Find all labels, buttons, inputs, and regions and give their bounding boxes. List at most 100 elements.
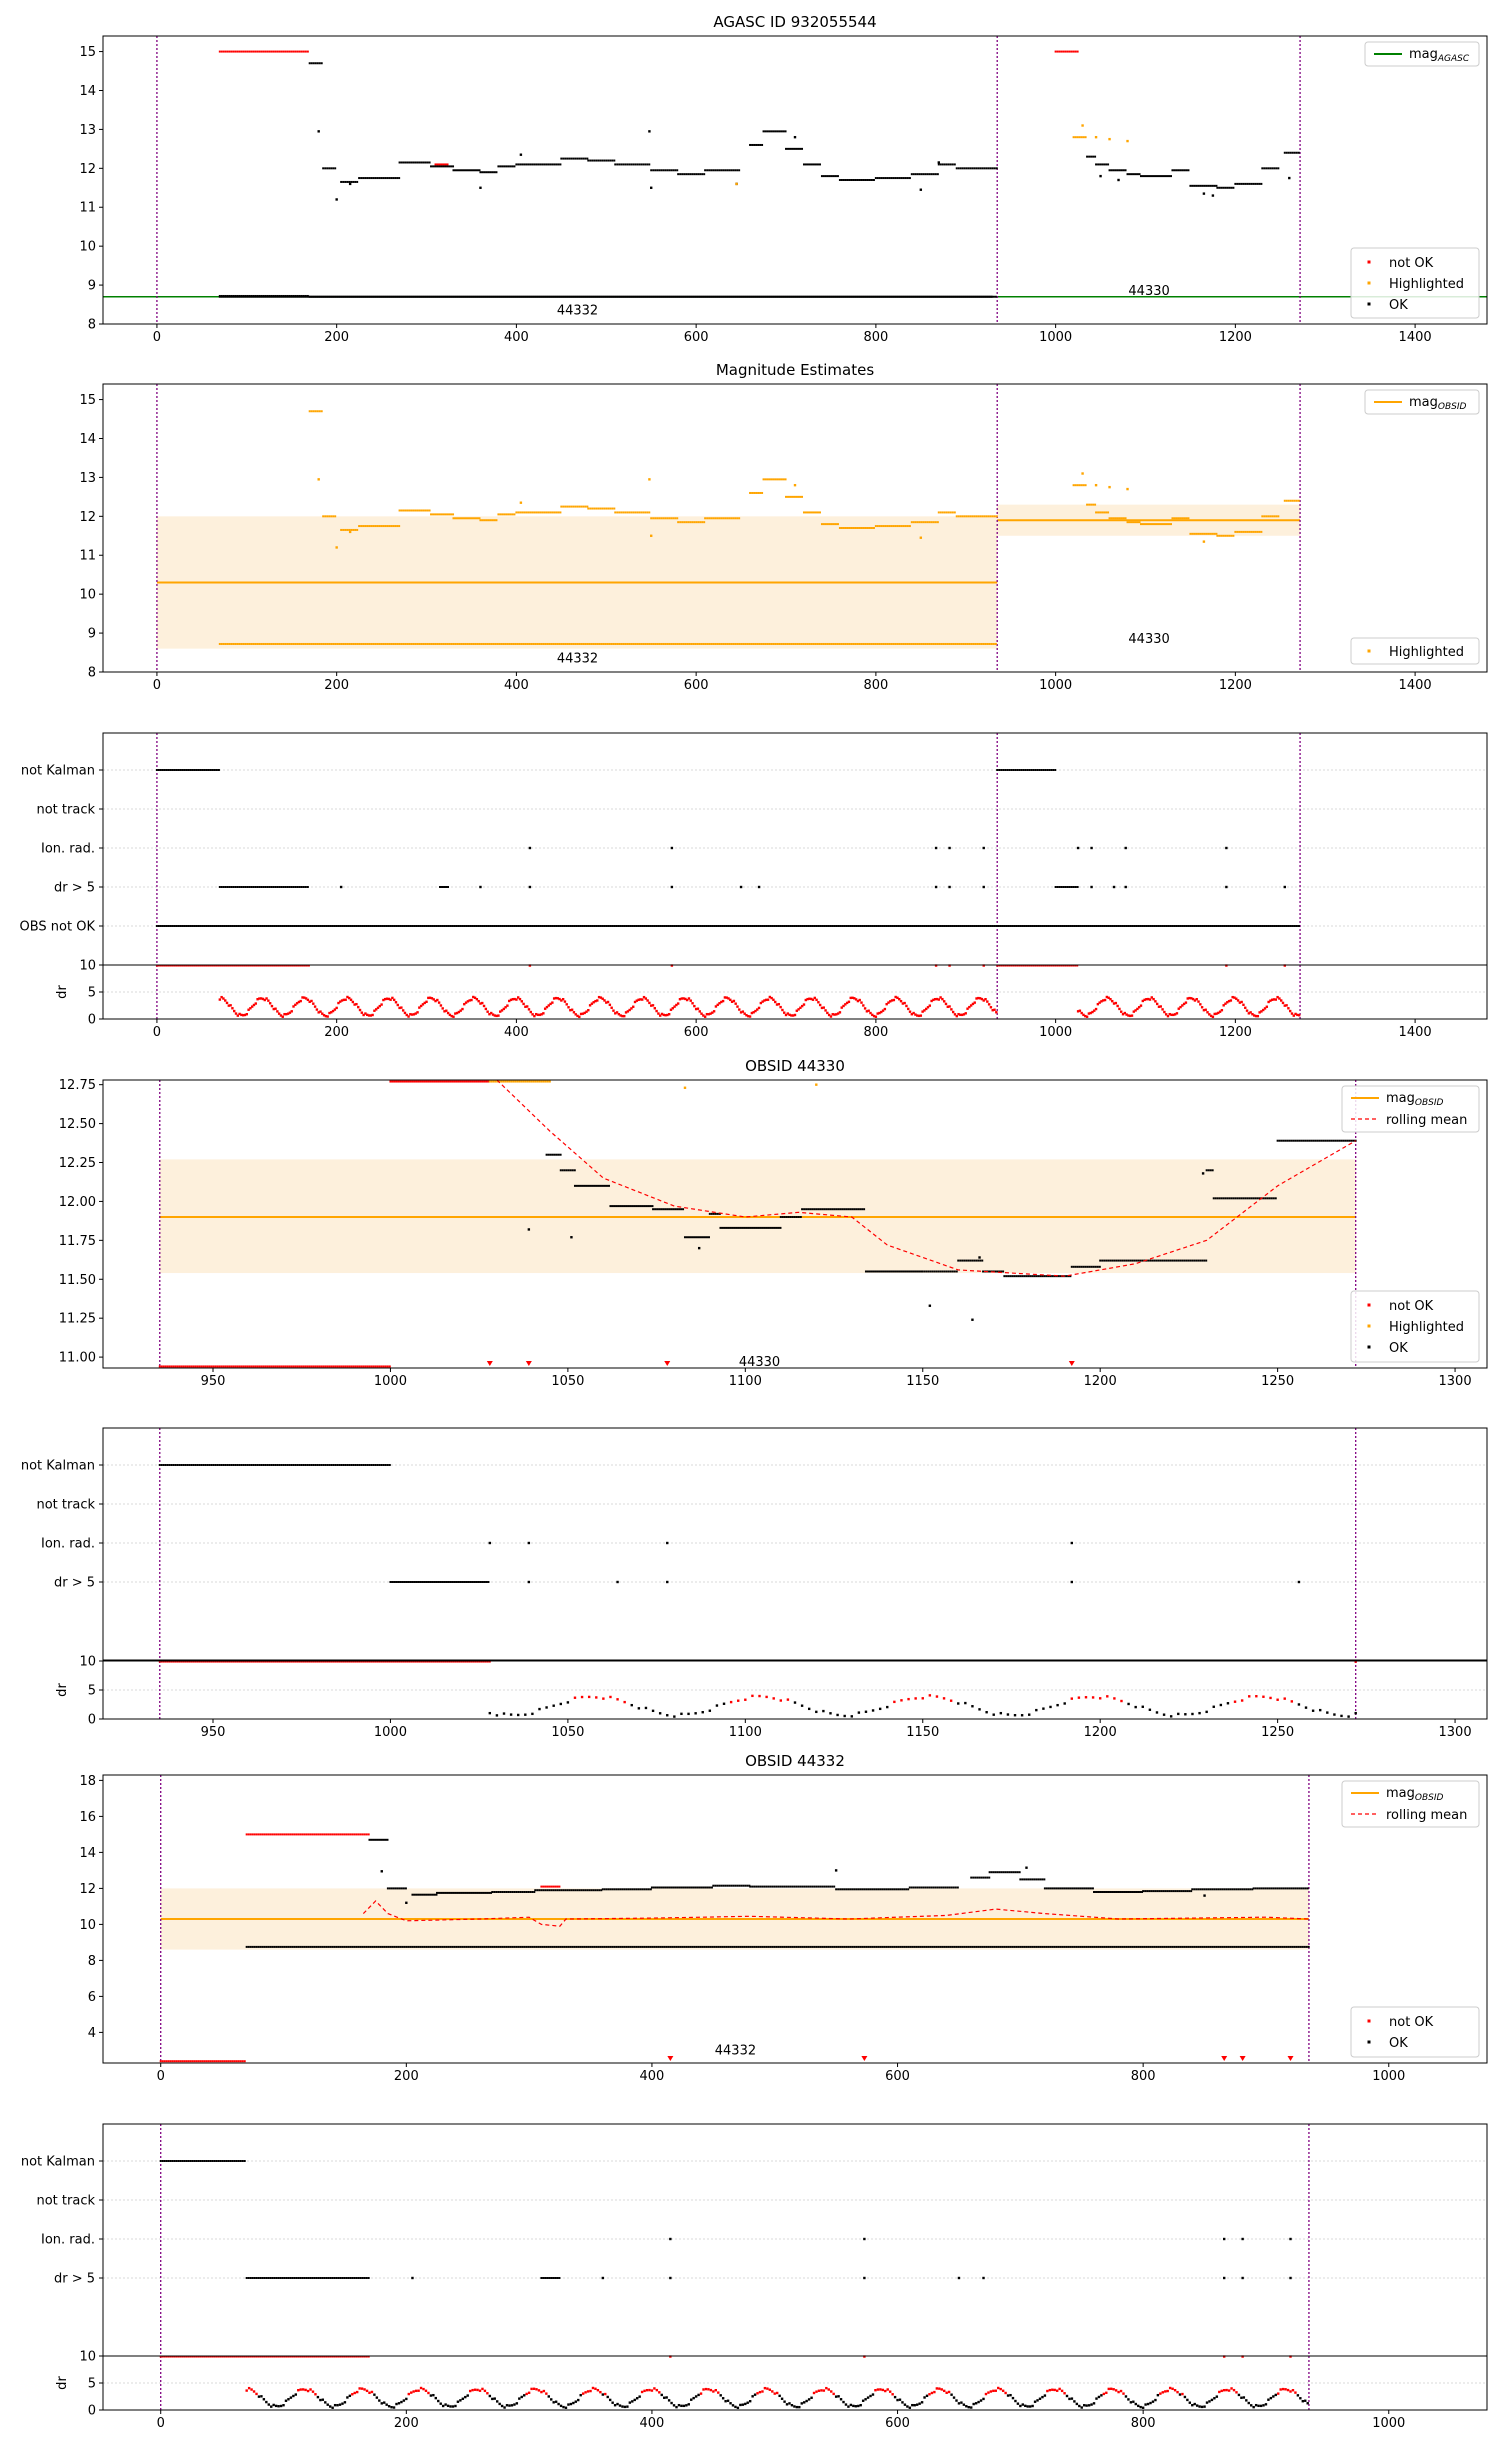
ok-point: [1228, 1197, 1231, 1200]
hl-point: [992, 642, 995, 645]
dr-point: [721, 999, 725, 1003]
ok-point: [1203, 1259, 1206, 1262]
dr-saturated-point: [478, 1660, 481, 1663]
ok-point: [642, 295, 645, 298]
dr-saturated-point: [252, 1660, 255, 1663]
hl-point: [326, 642, 329, 645]
hl-point: [328, 515, 331, 518]
hl-point: [648, 478, 651, 481]
hl-point: [524, 642, 527, 645]
dr-point: [380, 1003, 383, 1006]
ok-point: [712, 169, 715, 172]
flag-point: [1205, 925, 1208, 927]
ok-point: [682, 295, 685, 298]
ok-point: [779, 1215, 782, 1218]
ok-point: [1097, 163, 1100, 166]
ok-point: [1170, 175, 1172, 178]
dr-point: [1311, 1709, 1315, 1712]
y-tick-label: 11: [79, 201, 96, 216]
notok-point: [283, 1833, 286, 1836]
hl-point: [634, 642, 637, 645]
hl-point: [864, 642, 867, 645]
dr-saturated-point: [202, 1660, 205, 1663]
hl-point: [456, 517, 459, 520]
dr-point: [969, 1004, 973, 1007]
hl-point: [748, 642, 751, 645]
flag-point: [1175, 925, 1178, 927]
ok-point: [975, 1259, 978, 1262]
flag-point: [529, 925, 532, 927]
hl-point: [742, 642, 745, 645]
flag-point: [847, 925, 850, 927]
ok-point: [454, 169, 457, 172]
ok-point: [446, 295, 449, 298]
notok-point: [393, 1080, 396, 1083]
ok-point: [1013, 1275, 1016, 1278]
dr-point: [732, 999, 736, 1003]
flag-point: [982, 885, 985, 889]
dr-point: [1193, 999, 1197, 1002]
ok-point: [718, 169, 721, 172]
ok-point: [623, 1205, 626, 1208]
hl-point: [1114, 517, 1117, 520]
hl-point: [334, 515, 337, 518]
hl-point: [1090, 503, 1093, 506]
dr-point: [1198, 1711, 1201, 1715]
ok-point: [651, 1205, 654, 1208]
ok-point: [849, 1208, 852, 1211]
hl-point: [1076, 136, 1079, 139]
dr-point: [632, 1005, 635, 1008]
flag-point: [291, 925, 294, 927]
ok-point: [896, 177, 899, 180]
dr-saturated-point: [1058, 964, 1061, 967]
ok-point: [589, 1184, 592, 1187]
flag-point: [753, 925, 756, 927]
ok-point: [752, 295, 755, 298]
flag-point: [1141, 925, 1144, 927]
ok-point: [648, 295, 651, 298]
dr-point: [818, 1003, 822, 1007]
ok-point: [1137, 1259, 1140, 1262]
hl-point: [939, 511, 942, 514]
ok-point: [460, 169, 463, 172]
notok-point: [288, 50, 291, 53]
hl-point: [1185, 517, 1188, 520]
flag-point: [296, 886, 299, 888]
hl-point: [362, 642, 365, 645]
ok-point: [805, 1208, 808, 1211]
dr-point: [288, 1011, 292, 1014]
flag-point: [593, 925, 596, 927]
hl-point: [370, 642, 373, 645]
dr-point: [893, 1700, 896, 1704]
dr-point: [238, 1012, 241, 1016]
dr-point: [482, 1004, 486, 1008]
notok-point: [332, 1365, 335, 1368]
hl-point: [483, 519, 486, 522]
ok-point: [330, 167, 333, 170]
ok-point: [1330, 1139, 1333, 1142]
ok-point: [672, 169, 675, 172]
ok-point: [335, 198, 338, 201]
flag-point: [491, 925, 494, 927]
notok-point: [192, 1365, 195, 1368]
dr-point: [301, 996, 304, 999]
ok-point: [607, 1184, 610, 1187]
flag-point: [266, 1464, 269, 1466]
hl-point: [539, 511, 542, 514]
dr-point: [249, 1007, 252, 1010]
flag-point: [1057, 925, 1060, 927]
dr-point: [923, 1009, 926, 1012]
ok-point: [993, 167, 996, 170]
dr-point: [815, 998, 818, 1002]
notok-point: [273, 1833, 276, 1836]
ok-point: [1332, 1139, 1335, 1142]
ok-point: [793, 147, 796, 150]
ok-point: [1214, 1197, 1217, 1200]
flag-point: [167, 925, 170, 927]
flag-point: [211, 769, 214, 771]
ok-point: [767, 1226, 770, 1229]
notok-point: [193, 2060, 196, 2063]
ok-point: [820, 295, 823, 298]
